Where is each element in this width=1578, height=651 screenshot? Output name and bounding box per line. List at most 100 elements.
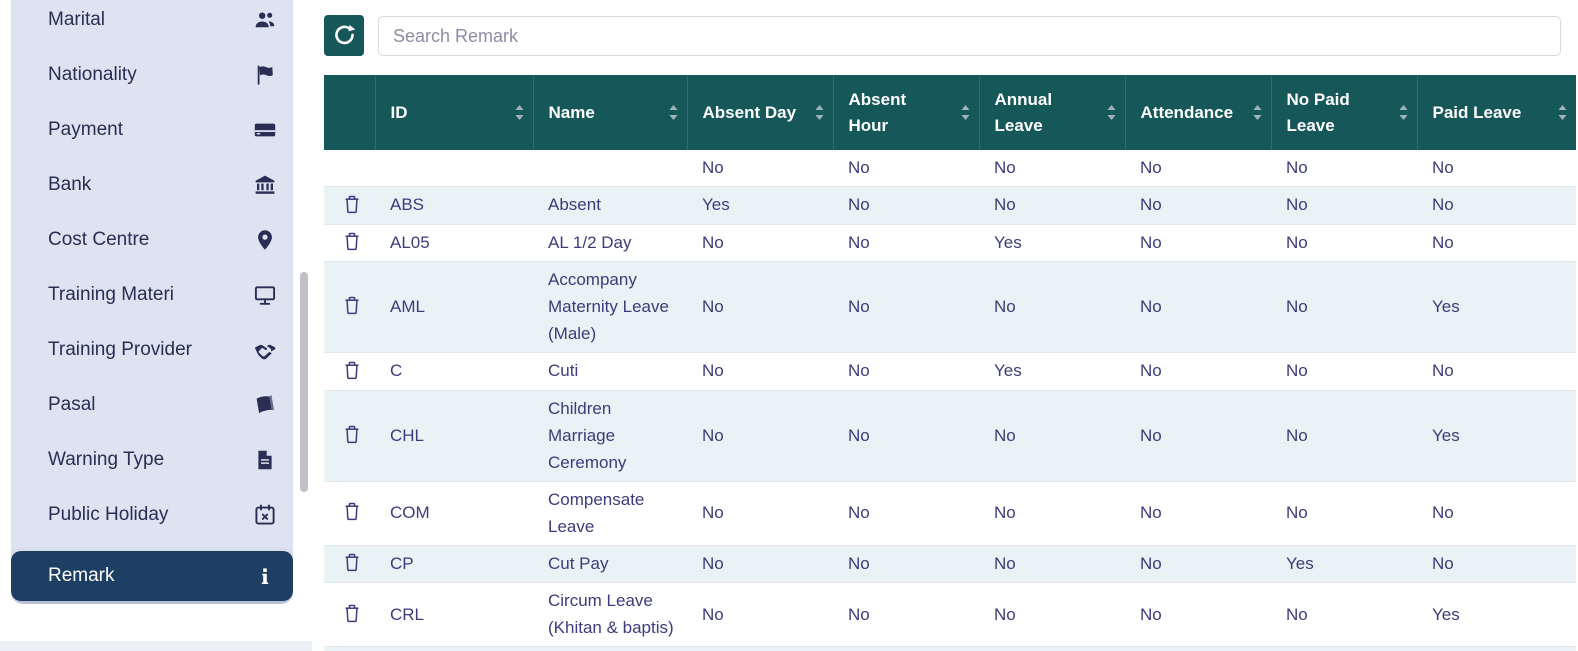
sidebar-scrollbar-thumb[interactable]	[300, 272, 308, 492]
cell-absent-day: Yes	[702, 195, 730, 215]
sidebar-item-label: Cost Centre	[48, 228, 150, 250]
delete-row-button[interactable]	[342, 602, 362, 628]
info-icon	[252, 564, 277, 589]
people-icon	[252, 7, 277, 32]
sort-icon[interactable]	[1106, 104, 1117, 121]
refresh-button[interactable]	[324, 15, 364, 56]
sidebar-nav: Marital Nationality Payment Bank Cost Ce…	[11, 0, 293, 601]
trash-icon	[344, 361, 360, 383]
cell-attendance: No	[1140, 553, 1162, 573]
cell-absent-hour: No	[848, 232, 870, 252]
delete-row-button[interactable]	[342, 500, 362, 526]
cell-absent-hour: No	[848, 503, 870, 523]
sidebar-item-label: Nationality	[48, 63, 137, 85]
cell-id: AML	[390, 297, 425, 317]
cell-paid-leave: No	[1432, 158, 1454, 177]
delete-row-button[interactable]	[342, 423, 362, 449]
cell-attendance: No	[1140, 195, 1162, 215]
cell-name: Compensate Leave	[548, 489, 645, 536]
sidebar-item-cost-centre[interactable]: Cost Centre	[11, 212, 293, 267]
cell-id: C	[390, 361, 403, 381]
table-header-row: ID Name Absent Day Absent Hour Annual Le…	[324, 75, 1576, 150]
column-header-absent-day[interactable]: Absent Day	[686, 75, 833, 150]
sidebar-item-training-materi[interactable]: Training Materi	[11, 267, 293, 322]
cell-attendance: No	[1140, 297, 1162, 317]
sidebar-item-pasal[interactable]: Pasal	[11, 377, 293, 432]
cell-paid-leave: Yes	[1432, 297, 1460, 317]
sidebar-bottom-strip	[0, 641, 312, 651]
sort-icon[interactable]	[1252, 104, 1263, 121]
column-header-paid-leave[interactable]: Paid Leave	[1416, 75, 1576, 150]
cell-delete	[324, 353, 375, 391]
column-header-no-paid-leave[interactable]: No Paid Leave	[1270, 75, 1417, 150]
sidebar-item-bank[interactable]: Bank	[11, 157, 293, 212]
cell-absent-hour: No	[848, 195, 870, 215]
cell-no-paid-leave: No	[1286, 297, 1308, 317]
cell-name: Cut Pay	[548, 553, 609, 573]
sidebar-item-training-provider[interactable]: Training Provider	[11, 322, 293, 377]
column-header-annual-leave[interactable]: Annual Leave	[978, 75, 1125, 150]
cell-id: CRL	[390, 604, 425, 624]
cell-paid-leave: No	[1432, 553, 1454, 573]
delete-row-button[interactable]	[342, 551, 362, 577]
column-header-id[interactable]: ID	[374, 75, 533, 150]
credit-card-icon	[252, 117, 277, 142]
cell-no-paid-leave: No	[1286, 604, 1308, 624]
cell-id: CP	[390, 553, 414, 573]
table-row-partial	[324, 646, 1576, 651]
sidebar-item-warning-type[interactable]: Warning Type	[11, 432, 293, 487]
column-header-name[interactable]: Name	[532, 75, 687, 150]
sidebar-item-public-holiday[interactable]: Public Holiday	[11, 487, 293, 542]
trash-icon	[344, 553, 360, 575]
cell-absent-hour: No	[848, 425, 870, 445]
trash-icon	[344, 502, 360, 524]
cell-name: AL 1/2 Day	[548, 232, 632, 252]
table-row-aml: AML Accompany Maternity Leave (Male) No No N…	[324, 261, 1576, 353]
sidebar-item-payment[interactable]: Payment	[11, 102, 293, 157]
cell-no-paid-leave: No	[1286, 232, 1308, 252]
column-header-absent-hour[interactable]: Absent Hour	[832, 75, 979, 150]
cell-paid-leave: No	[1432, 503, 1454, 523]
sort-icon[interactable]	[1398, 104, 1409, 121]
sidebar-item-label: Bank	[48, 173, 92, 195]
sidebar-item-marital[interactable]: Marital	[11, 0, 293, 47]
sidebar-item-nationality[interactable]: Nationality	[11, 47, 293, 102]
document-icon	[252, 447, 277, 472]
cell-absent-hour: No	[848, 604, 870, 624]
sort-icon[interactable]	[814, 104, 825, 121]
sidebar-item-label: Training Provider	[48, 338, 192, 360]
cell-no-paid-leave: No	[1286, 425, 1308, 445]
cell-absent-day: No	[702, 232, 724, 252]
sort-icon[interactable]	[1557, 104, 1568, 121]
cell-no-paid-leave: No	[1286, 361, 1308, 381]
table-row-crl: CRL Circum Leave (Khitan & baptis) No No No N…	[324, 582, 1576, 647]
book-icon	[252, 392, 277, 417]
cell-no-paid-leave: Yes	[1286, 553, 1314, 573]
sidebar-item-remark[interactable]: Remark	[11, 551, 293, 601]
cell-no-paid-leave: No	[1286, 195, 1308, 215]
cell-attendance: No	[1140, 158, 1162, 177]
cell-annual-leave: Yes	[994, 232, 1022, 252]
flag-icon	[252, 62, 277, 87]
cell-id: AL05	[390, 232, 430, 252]
cell-paid-leave: No	[1432, 361, 1454, 381]
cell-annual-leave: No	[994, 553, 1016, 573]
cell-annual-leave: No	[994, 503, 1016, 523]
cell-absent-hour: No	[848, 553, 870, 573]
remark-data-table: ID Name Absent Day Absent Hour Annual Le…	[324, 75, 1576, 651]
cell-attendance: No	[1140, 232, 1162, 252]
column-header-attendance[interactable]: Attendance	[1124, 75, 1271, 150]
delete-row-button[interactable]	[342, 359, 362, 385]
sort-icon[interactable]	[514, 104, 525, 121]
delete-row-button[interactable]	[342, 193, 362, 219]
cell-annual-leave: Yes	[994, 361, 1022, 381]
table-row-cp: CP Cut Pay No No No No Yes No	[324, 545, 1576, 583]
search-input[interactable]	[378, 16, 1561, 56]
cell-id	[375, 150, 533, 187]
cell-id: COM	[390, 503, 430, 523]
delete-row-button[interactable]	[342, 230, 362, 256]
sort-icon[interactable]	[960, 104, 971, 121]
cell-name	[533, 150, 687, 187]
sort-icon[interactable]	[668, 104, 679, 121]
delete-row-button[interactable]	[342, 294, 362, 320]
